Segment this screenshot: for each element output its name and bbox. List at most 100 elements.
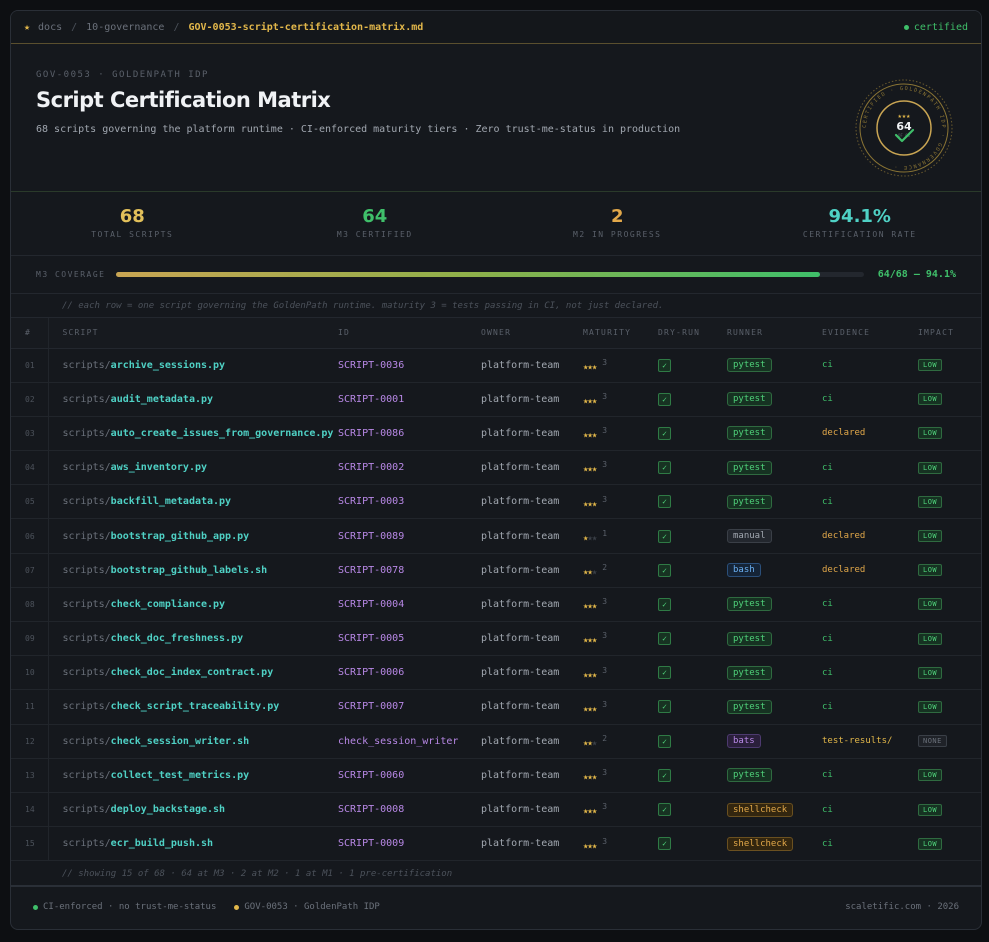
script-filename[interactable]: audit_metadata.py <box>110 393 214 405</box>
script-filename[interactable]: bootstrap_github_app.py <box>110 530 250 542</box>
maturity-cell: ★★★ 3 <box>583 382 658 417</box>
script-id[interactable]: SCRIPT-0036 <box>338 348 481 383</box>
table-row[interactable]: 05 scripts/backfill_metadata.py SCRIPT-000… <box>11 484 981 520</box>
evidence-value: ci <box>822 667 833 678</box>
col-header-dry-run[interactable]: DRY-RUN <box>658 318 727 349</box>
col-header-owner[interactable]: OWNER <box>481 318 583 349</box>
script-filename[interactable]: collect_test_metrics.py <box>110 769 250 781</box>
script-path[interactable]: scripts/aws_inventory.py <box>47 450 338 486</box>
script-filename[interactable]: archive_sessions.py <box>110 359 226 371</box>
breadcrumb-current: GOV-0053-script-certification-matrix.md <box>188 21 424 33</box>
script-path[interactable]: scripts/collect_test_metrics.py <box>47 758 338 793</box>
script-path[interactable]: scripts/audit_metadata.py <box>47 382 338 417</box>
impact-badge: LOW <box>918 700 943 713</box>
col-header-maturity[interactable]: MATURITY <box>583 318 658 349</box>
table-row[interactable]: 04 scripts/aws_inventory.py SCRIPT-0002 pla… <box>11 450 981 486</box>
script-owner: platform-team <box>481 416 583 452</box>
runner-cell: pytest <box>727 758 822 793</box>
impact-badge: LOW <box>918 837 943 850</box>
impact-cell: LOW <box>918 587 981 623</box>
script-path[interactable]: scripts/check_session_writer.sh <box>47 724 338 759</box>
table-row[interactable]: 14 scripts/deploy_backstage.sh SCRIPT-0008… <box>11 792 981 828</box>
col-header-script[interactable]: SCRIPT <box>47 318 338 349</box>
table-row[interactable]: 03 scripts/auto_create_issues_from_govern… <box>11 416 981 452</box>
script-path[interactable]: scripts/bootstrap_github_app.py <box>47 518 338 554</box>
script-path[interactable]: scripts/backfill_metadata.py <box>47 484 338 520</box>
script-filename[interactable]: check_script_traceability.py <box>110 701 280 713</box>
impact-cell: NONE <box>918 724 981 759</box>
impact-cell: LOW <box>918 484 981 520</box>
green-dot-icon <box>33 904 38 910</box>
script-id[interactable]: check_session_writer <box>338 724 481 759</box>
table-row[interactable]: 13 scripts/collect_test_metrics.py SCRIPT-… <box>11 758 981 793</box>
table-row[interactable]: 02 scripts/audit_metadata.py SCRIPT-0001 pl… <box>11 382 981 417</box>
script-id[interactable]: SCRIPT-0060 <box>338 758 481 793</box>
col-header-id[interactable]: ID <box>338 318 481 349</box>
runner-cell: shellcheck <box>727 826 822 862</box>
script-path[interactable]: scripts/archive_sessions.py <box>47 348 338 383</box>
footer-site[interactable]: scaletific.com · 2026 <box>845 902 959 913</box>
evidence-value: ci <box>822 599 833 610</box>
table-row[interactable]: 11 scripts/check_script_traceability.py SC… <box>11 689 981 725</box>
table-row[interactable]: 10 scripts/check_doc_index_contract.py SCR… <box>11 655 981 691</box>
check-icon: ✓ <box>658 461 671 475</box>
script-filename[interactable]: backfill_metadata.py <box>110 496 232 508</box>
script-id[interactable]: SCRIPT-0004 <box>338 587 481 623</box>
script-filename[interactable]: check_session_writer.sh <box>110 735 250 747</box>
script-filename[interactable]: bootstrap_github_labels.sh <box>110 564 268 576</box>
maturity-level: 3 <box>602 460 608 470</box>
script-filename[interactable]: check_doc_freshness.py <box>110 633 244 645</box>
script-id[interactable]: SCRIPT-0078 <box>338 553 481 588</box>
script-prefix: scripts/ <box>62 393 111 405</box>
col-header-evidence[interactable]: EVIDENCE <box>822 318 918 349</box>
script-id[interactable]: SCRIPT-0008 <box>338 792 481 828</box>
table-row[interactable]: 08 scripts/check_compliance.py SCRIPT-0004… <box>11 587 981 623</box>
script-path[interactable]: scripts/check_compliance.py <box>47 587 338 623</box>
script-id[interactable]: SCRIPT-0003 <box>338 484 481 520</box>
coverage-progress-fill <box>116 272 820 277</box>
script-path[interactable]: scripts/check_doc_freshness.py <box>47 621 338 657</box>
script-id[interactable]: SCRIPT-0086 <box>338 416 481 452</box>
col-header-number[interactable]: # <box>11 318 48 349</box>
script-filename[interactable]: deploy_backstage.sh <box>110 804 226 816</box>
table-row[interactable]: 01 scripts/archive_sessions.py SCRIPT-0036… <box>11 348 981 383</box>
table-row[interactable]: 15 scripts/ecr_build_push.sh SCRIPT-0009 pl… <box>11 826 981 862</box>
script-path[interactable]: scripts/ecr_build_push.sh <box>47 826 338 862</box>
script-id[interactable]: SCRIPT-0005 <box>338 621 481 657</box>
runner-badge: shellcheck <box>727 836 794 851</box>
script-id[interactable]: SCRIPT-0001 <box>338 382 481 417</box>
breadcrumb-item-docs[interactable]: docs <box>38 21 63 33</box>
script-filename[interactable]: aws_inventory.py <box>110 462 207 474</box>
script-id[interactable]: SCRIPT-0006 <box>338 655 481 691</box>
script-path[interactable]: scripts/check_doc_index_contract.py <box>47 655 338 691</box>
script-path[interactable]: scripts/deploy_backstage.sh <box>47 792 338 828</box>
col-header-runner[interactable]: RUNNER <box>727 318 822 349</box>
table-row[interactable]: 06 scripts/bootstrap_github_app.py SCRIPT-… <box>11 518 981 554</box>
table-header-row: # SCRIPT ID OWNER MATURITY DRY-RUN RUNNE… <box>11 318 981 349</box>
table-row[interactable]: 12 scripts/check_session_writer.sh check_s… <box>11 724 981 759</box>
script-id[interactable]: SCRIPT-0002 <box>338 450 481 486</box>
script-path[interactable]: scripts/bootstrap_github_labels.sh <box>47 553 338 588</box>
runner-cell: shellcheck <box>727 792 822 828</box>
impact-badge: LOW <box>918 461 943 474</box>
script-filename[interactable]: check_compliance.py <box>110 598 226 610</box>
runner-badge: bats <box>727 734 761 749</box>
table-row[interactable]: 07 scripts/bootstrap_github_labels.sh SCRI… <box>11 553 981 588</box>
script-filename[interactable]: ecr_build_push.sh <box>110 838 214 850</box>
page-subtitle: 68 scripts governing the platform runtim… <box>36 124 681 135</box>
script-filename[interactable]: auto_create_issues_from_governance.py <box>110 427 334 439</box>
script-id[interactable]: SCRIPT-0007 <box>338 689 481 725</box>
script-path[interactable]: scripts/auto_create_issues_from_governan… <box>47 416 338 452</box>
col-header-impact[interactable]: IMPACT <box>918 318 981 349</box>
script-prefix: scripts/ <box>62 769 111 781</box>
breadcrumb-item-governance[interactable]: 10-governance <box>86 21 165 33</box>
script-id[interactable]: SCRIPT-0009 <box>338 826 481 862</box>
script-filename[interactable]: check_doc_index_contract.py <box>110 667 274 679</box>
maturity-stars-icon: ★★★ <box>583 430 597 441</box>
table-row[interactable]: 09 scripts/check_doc_freshness.py SCRIPT-0… <box>11 621 981 657</box>
script-path[interactable]: scripts/check_script_traceability.py <box>47 689 338 725</box>
script-prefix: scripts/ <box>62 564 111 576</box>
script-id[interactable]: SCRIPT-0089 <box>338 518 481 554</box>
evidence-value: ci <box>822 633 833 644</box>
dry-run-cell: ✓ <box>658 689 727 725</box>
